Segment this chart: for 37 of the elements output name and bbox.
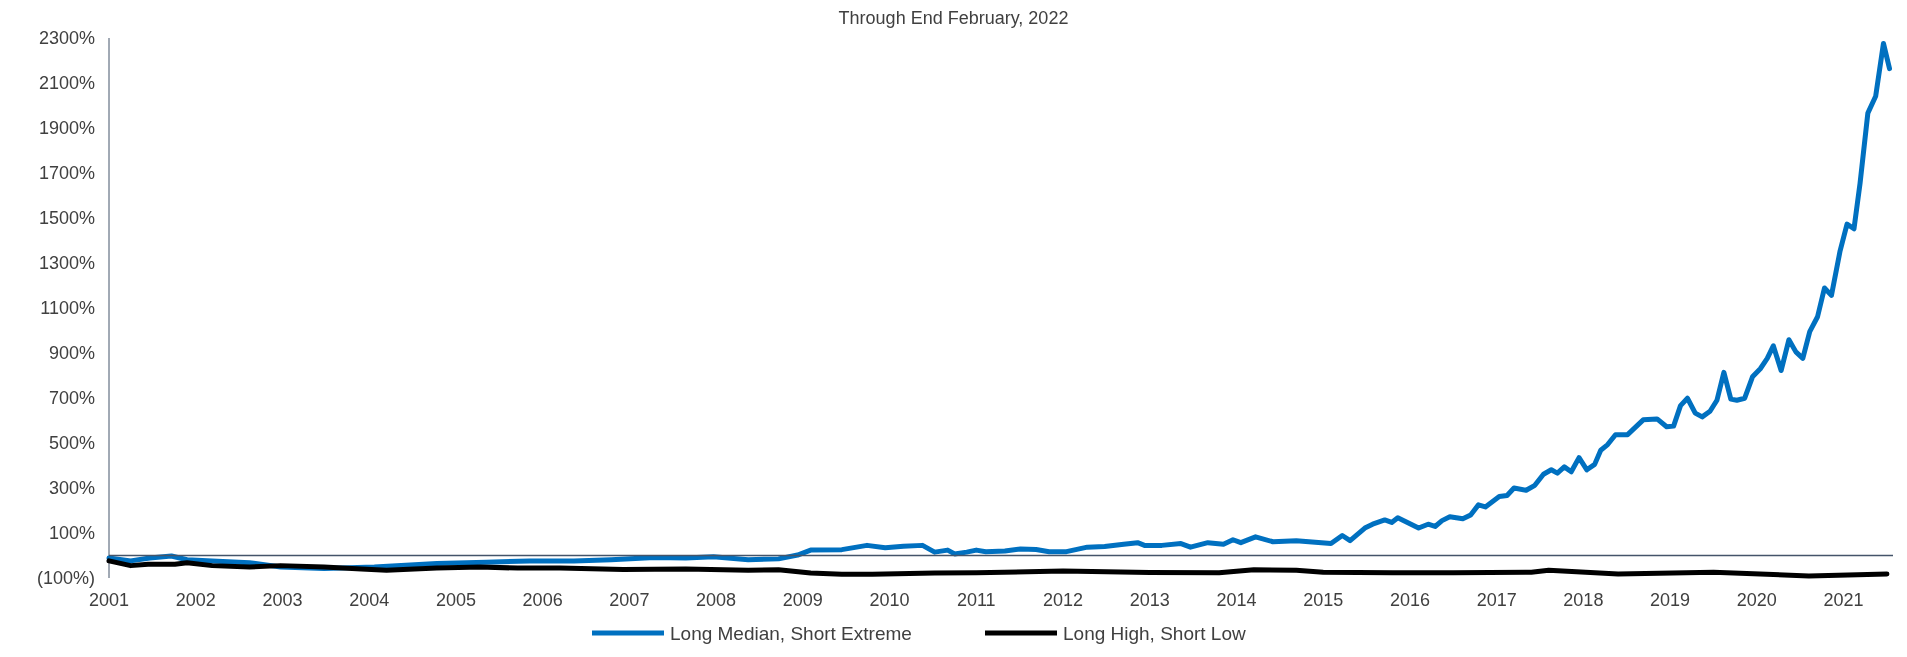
x-tick-label: 2020	[1736, 590, 1777, 610]
x-tick-label: 2003	[262, 590, 303, 610]
x-tick-label: 2019	[1650, 590, 1691, 610]
legend-label: Long High, Short Low	[1063, 622, 1247, 644]
y-tick-label: 100%	[48, 523, 95, 544]
x-tick-label: 2004	[349, 590, 390, 610]
chart-title: Through End February, 2022	[838, 8, 1069, 28]
x-tick-label: 2005	[435, 590, 476, 610]
x-tick-label: 2017	[1476, 590, 1517, 610]
x-tick-label: 2010	[869, 590, 910, 610]
x-tick-label: 2012	[1042, 590, 1084, 610]
x-tick-label: 2008	[696, 590, 737, 610]
y-tick-label: 2300%	[38, 28, 95, 49]
y-tick-label: 1900%	[38, 118, 95, 139]
x-tick-label: 2006	[522, 590, 563, 610]
x-tick-label: 2009	[782, 590, 823, 610]
legend-label: Long Median, Short Extreme	[670, 622, 912, 644]
x-tick-label: 2018	[1563, 590, 1604, 610]
y-tick-label: 1300%	[38, 253, 95, 274]
x-tick-label: 2016	[1389, 590, 1430, 610]
x-tick-label: 2014	[1216, 590, 1257, 610]
x-tick-label: 2001	[88, 590, 130, 610]
y-tick-label: 700%	[48, 388, 95, 409]
x-tick-label: 2002	[175, 590, 216, 610]
y-tick-label: 1700%	[38, 163, 95, 184]
y-tick-label: 300%	[48, 478, 95, 499]
x-tick-label: 2007	[609, 590, 650, 610]
y-tick-label: 500%	[48, 433, 95, 454]
y-tick-label: 900%	[48, 343, 95, 364]
x-tick-label: 2011	[956, 590, 996, 610]
y-tick-label: 2100%	[38, 73, 95, 94]
y-tick-label: 1100%	[40, 298, 95, 319]
x-tick-label: 2015	[1303, 590, 1344, 610]
y-tick-label: (100%)	[36, 568, 95, 589]
x-tick-label: 2013	[1129, 590, 1170, 610]
y-tick-label: 1500%	[38, 208, 95, 229]
x-tick-label: 2021	[1823, 590, 1864, 610]
